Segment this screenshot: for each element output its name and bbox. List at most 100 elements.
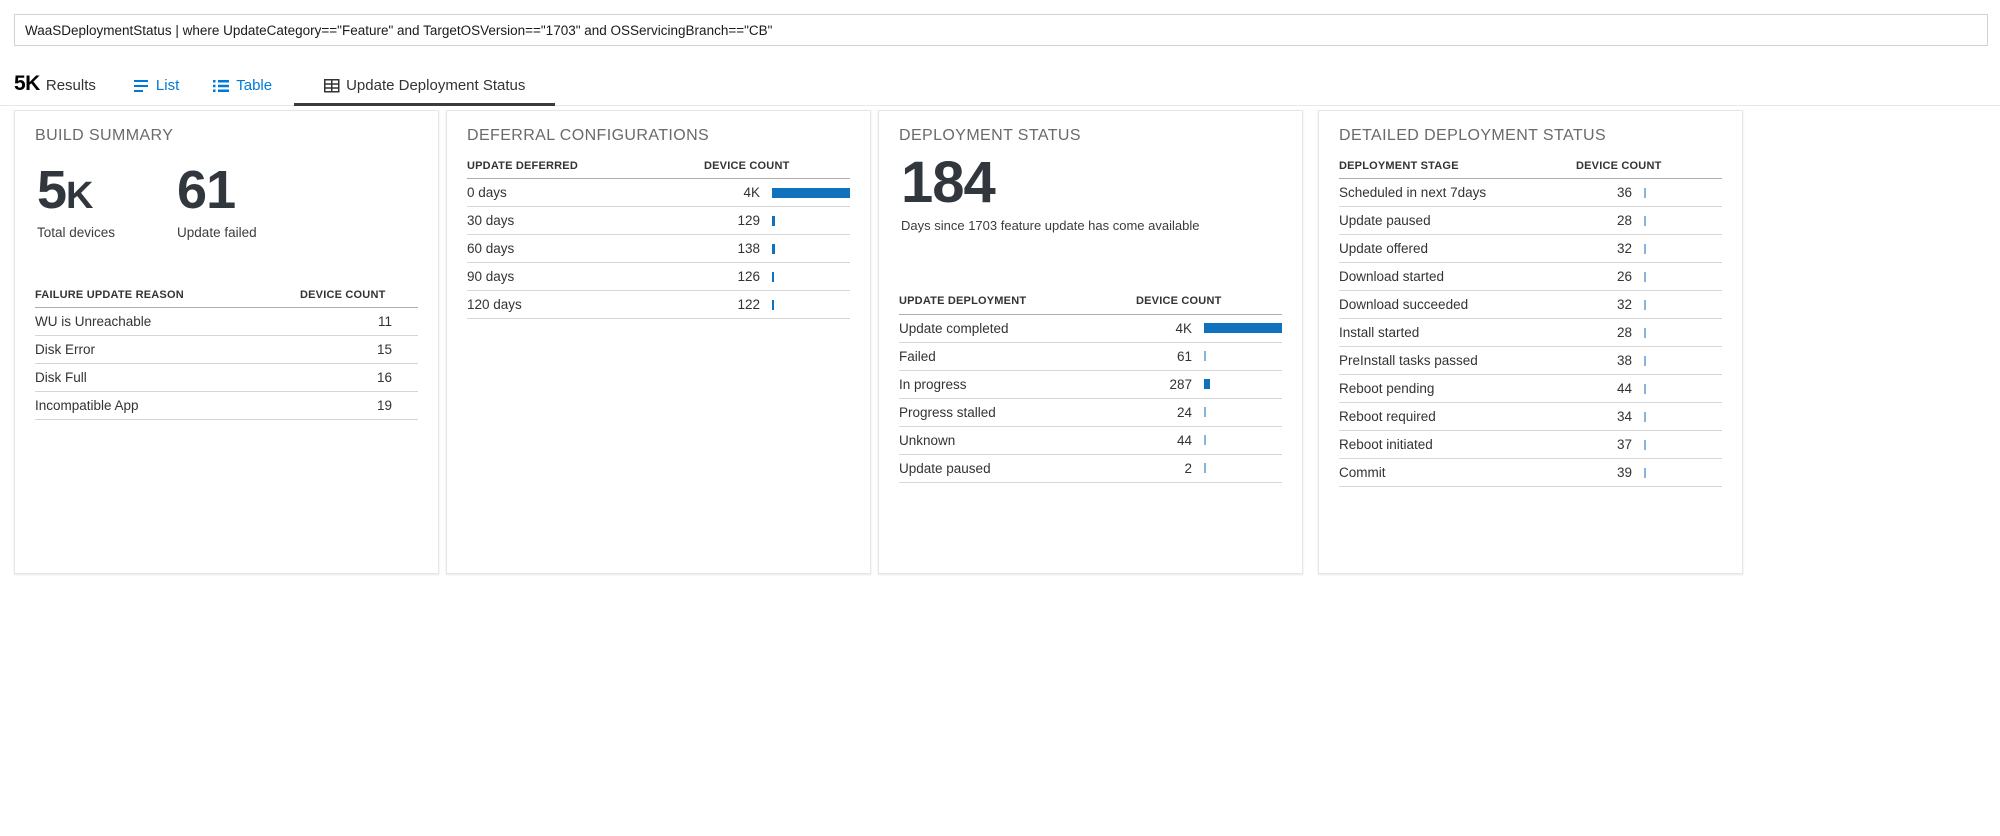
row-count: 61 bbox=[1176, 348, 1192, 364]
table-row[interactable]: Update completed 4K bbox=[899, 315, 1282, 343]
update-deferred-table: UPDATE DEFERRED DEVICE COUNT 0 days 4K 30 da… bbox=[467, 153, 850, 319]
table-row[interactable]: Progress stalled 24 bbox=[899, 399, 1282, 427]
table-header: DEPLOYMENT STAGE DEVICE COUNT bbox=[1339, 153, 1722, 179]
hero-caption: Days since 1703 feature update has come … bbox=[901, 217, 1200, 233]
column-header: UPDATE DEFERRED bbox=[467, 159, 578, 172]
device-count-bar bbox=[1644, 243, 1646, 254]
device-count-bar bbox=[1644, 383, 1646, 394]
table-row[interactable]: Download succeeded 32 bbox=[1339, 291, 1722, 319]
row-count: 38 bbox=[1616, 353, 1632, 368]
stat-label: Total devices bbox=[37, 225, 116, 240]
table-row[interactable]: Incompatible App 19 bbox=[35, 392, 418, 420]
row-count: 2 bbox=[1184, 460, 1192, 476]
tab-list[interactable]: List bbox=[122, 77, 191, 105]
row-label: Disk Error bbox=[35, 342, 95, 357]
row-label: Install started bbox=[1339, 325, 1420, 340]
row-count: 32 bbox=[1616, 297, 1632, 312]
stat-value: 5 bbox=[37, 160, 67, 220]
row-label: PreInstall tasks passed bbox=[1339, 353, 1478, 368]
bar-zone bbox=[760, 243, 850, 254]
table-row[interactable]: 60 days 138 bbox=[467, 235, 850, 263]
device-count-bar bbox=[1644, 467, 1646, 478]
table-row[interactable]: 0 days 4K bbox=[467, 179, 850, 207]
card-title: BUILD SUMMARY bbox=[35, 127, 174, 144]
stat-label: Update failed bbox=[177, 225, 257, 240]
table-row[interactable]: Scheduled in next 7days 36 bbox=[1339, 179, 1722, 207]
table-row[interactable]: Failed 61 bbox=[899, 343, 1282, 371]
bar-zone bbox=[1632, 215, 1722, 226]
table-row[interactable]: Disk Error 15 bbox=[35, 336, 418, 364]
bar-zone bbox=[1632, 271, 1722, 282]
bar-zone bbox=[1632, 467, 1722, 478]
row-label: In progress bbox=[899, 376, 967, 392]
row-count: 28 bbox=[1616, 325, 1632, 340]
table-row[interactable]: Reboot initiated 37 bbox=[1339, 431, 1722, 459]
stat-value: 61 bbox=[177, 160, 236, 220]
row-label: 60 days bbox=[467, 241, 515, 256]
list-icon bbox=[133, 79, 150, 93]
device-count-bar bbox=[1644, 355, 1646, 366]
stat-suffix: K bbox=[66, 175, 93, 217]
row-count: 16 bbox=[376, 370, 392, 385]
table-row[interactable]: Reboot required 34 bbox=[1339, 403, 1722, 431]
device-count-bar bbox=[1204, 435, 1206, 446]
table-row[interactable]: Update offered 32 bbox=[1339, 235, 1722, 263]
row-label: Failed bbox=[899, 348, 936, 364]
device-count-bar bbox=[1644, 327, 1646, 338]
device-count-bar bbox=[1644, 215, 1646, 226]
table-row[interactable]: 30 days 129 bbox=[467, 207, 850, 235]
table-row[interactable]: Update paused 2 bbox=[899, 455, 1282, 483]
table-row[interactable]: Download started 26 bbox=[1339, 263, 1722, 291]
query-input[interactable] bbox=[14, 14, 1988, 46]
column-header: DEPLOYMENT STAGE bbox=[1339, 159, 1459, 172]
row-label: Disk Full bbox=[35, 370, 87, 385]
table-row[interactable]: Unknown 44 bbox=[899, 427, 1282, 455]
card-title: DETAILED DEPLOYMENT STATUS bbox=[1339, 127, 1607, 144]
row-count: 15 bbox=[376, 342, 392, 357]
table-row[interactable]: Commit 39 bbox=[1339, 459, 1722, 487]
table-row[interactable]: 90 days 126 bbox=[467, 263, 850, 291]
results-label: Results bbox=[45, 77, 96, 94]
bar-zone bbox=[760, 271, 850, 282]
days-since-hero: 184 Days since 1703 feature update has c… bbox=[901, 152, 1282, 233]
device-count-bar bbox=[1204, 463, 1206, 474]
table-row[interactable]: 120 days 122 bbox=[467, 291, 850, 319]
row-label: Update paused bbox=[899, 460, 991, 476]
bar-zone bbox=[1632, 355, 1722, 366]
tab-update-deployment-status-label: Update Deployment Status bbox=[346, 77, 526, 94]
table-icon bbox=[213, 79, 230, 93]
row-label: 90 days bbox=[467, 269, 515, 284]
row-count: 138 bbox=[737, 241, 760, 256]
device-count-bar bbox=[1204, 407, 1206, 418]
table-row[interactable]: Reboot pending 44 bbox=[1339, 375, 1722, 403]
device-count-bar bbox=[772, 243, 775, 254]
tab-table[interactable]: Table bbox=[201, 77, 284, 105]
tab-update-deployment-status[interactable]: Update Deployment Status bbox=[294, 77, 556, 106]
row-label: Update paused bbox=[1339, 213, 1431, 228]
table-row[interactable]: Install started 28 bbox=[1339, 319, 1722, 347]
card-deployment-status: DEPLOYMENT STATUS 184 Days since 1703 fe… bbox=[878, 110, 1303, 574]
bar-zone bbox=[1632, 187, 1722, 198]
bar-zone bbox=[760, 187, 850, 198]
failure-reason-table: FAILURE UPDATE REASON DEVICE COUNT WU is U… bbox=[35, 282, 418, 420]
table-row[interactable]: Update paused 28 bbox=[1339, 207, 1722, 235]
table-row[interactable]: PreInstall tasks passed 38 bbox=[1339, 347, 1722, 375]
device-count-bar bbox=[772, 215, 775, 226]
row-count: 4K bbox=[1175, 320, 1192, 336]
column-header: UPDATE DEPLOYMENT bbox=[899, 295, 1027, 308]
device-count-bar bbox=[772, 187, 850, 198]
row-count: 122 bbox=[737, 297, 760, 312]
table-row[interactable]: Disk Full 16 bbox=[35, 364, 418, 392]
row-count: 44 bbox=[1176, 432, 1192, 448]
device-count-bar bbox=[1644, 411, 1646, 422]
row-label: Incompatible App bbox=[35, 398, 139, 413]
row-label: Update completed bbox=[899, 320, 1009, 336]
table-row[interactable]: In progress 287 bbox=[899, 371, 1282, 399]
row-count: 4K bbox=[743, 185, 760, 200]
bar-zone bbox=[760, 215, 850, 226]
row-label: 120 days bbox=[467, 297, 522, 312]
table-row[interactable]: WU is Unreachable 11 bbox=[35, 308, 418, 336]
update-deployment-table: UPDATE DEPLOYMENT DEVICE COUNT Update comp… bbox=[899, 289, 1282, 483]
row-count: 39 bbox=[1616, 465, 1632, 480]
grid-table-icon bbox=[324, 78, 340, 93]
